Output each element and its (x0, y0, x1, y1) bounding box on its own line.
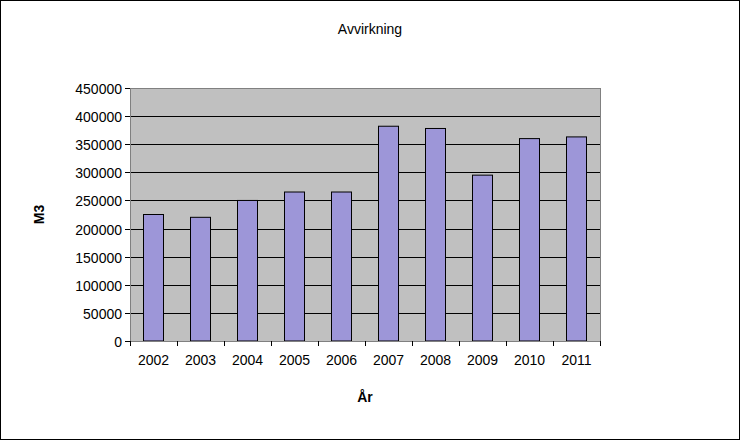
x-tick (365, 341, 366, 346)
x-tick-label: 2005 (279, 352, 310, 368)
x-tick-label: 2011 (561, 352, 591, 368)
y-tick-label: 150000 (75, 250, 122, 266)
y-tick-label: 450000 (75, 81, 122, 97)
y-axis-label: M3 (31, 205, 47, 225)
bar (191, 217, 211, 341)
y-tick (125, 257, 130, 258)
y-tick-label: 350000 (75, 137, 122, 153)
y-tick-label: 100000 (75, 278, 122, 294)
x-tick-label: 2007 (373, 352, 404, 368)
y-tick (125, 172, 130, 173)
title: Avvirkning (338, 21, 402, 37)
y-tick (125, 88, 130, 89)
y-tick (125, 200, 130, 201)
x-tick (318, 341, 319, 346)
bar (426, 128, 446, 341)
bar (567, 137, 587, 341)
y-tick-label: 300000 (75, 165, 122, 181)
chart-svg: 0 50000 100000 150000 200000 250000 300000 3500… (0, 0, 740, 440)
y-tick (125, 144, 130, 145)
y-tick-label: 50000 (83, 306, 122, 322)
x-tick (459, 341, 460, 346)
x-tick-label: 2006 (326, 352, 357, 368)
y-tick (125, 116, 130, 117)
x-tick (412, 341, 413, 346)
x-tick (177, 341, 178, 346)
y-tick-label: 200000 (75, 222, 122, 238)
x-axis-label: År (357, 389, 373, 405)
x-tick (130, 341, 131, 346)
y-tick (125, 341, 130, 342)
plot-frame (131, 89, 601, 342)
x-tick (224, 341, 225, 346)
x-tick-label: 2008 (420, 352, 451, 368)
y-tick (125, 229, 130, 230)
bar (144, 215, 164, 342)
grid-line (130, 116, 600, 117)
bar (238, 200, 258, 341)
x-tick (506, 341, 507, 346)
y-tick (125, 313, 130, 314)
y-tick-label: 400000 (75, 109, 122, 125)
y-tick-label: 0 (114, 334, 122, 350)
y-tick-label: 250000 (75, 193, 122, 209)
bar (285, 192, 305, 341)
bar (520, 139, 540, 341)
x-tick-label: 2009 (467, 352, 498, 368)
plot-area (130, 88, 600, 341)
x-tick (271, 341, 272, 346)
chart-border (1, 1, 740, 440)
chart-container: 0 50000 100000 150000 200000 250000 300000 3500… (0, 0, 740, 440)
x-tick (600, 341, 601, 346)
y-tick (125, 285, 130, 286)
x-tick (553, 341, 554, 346)
bars (144, 126, 587, 341)
x-tick-label: 2002 (138, 352, 169, 368)
bar (332, 192, 352, 341)
x-tick-label: 2004 (232, 352, 263, 368)
bar (379, 126, 399, 341)
x-tick-label: 2003 (185, 352, 216, 368)
bar (473, 175, 493, 341)
x-tick-label: 2010 (514, 352, 545, 368)
